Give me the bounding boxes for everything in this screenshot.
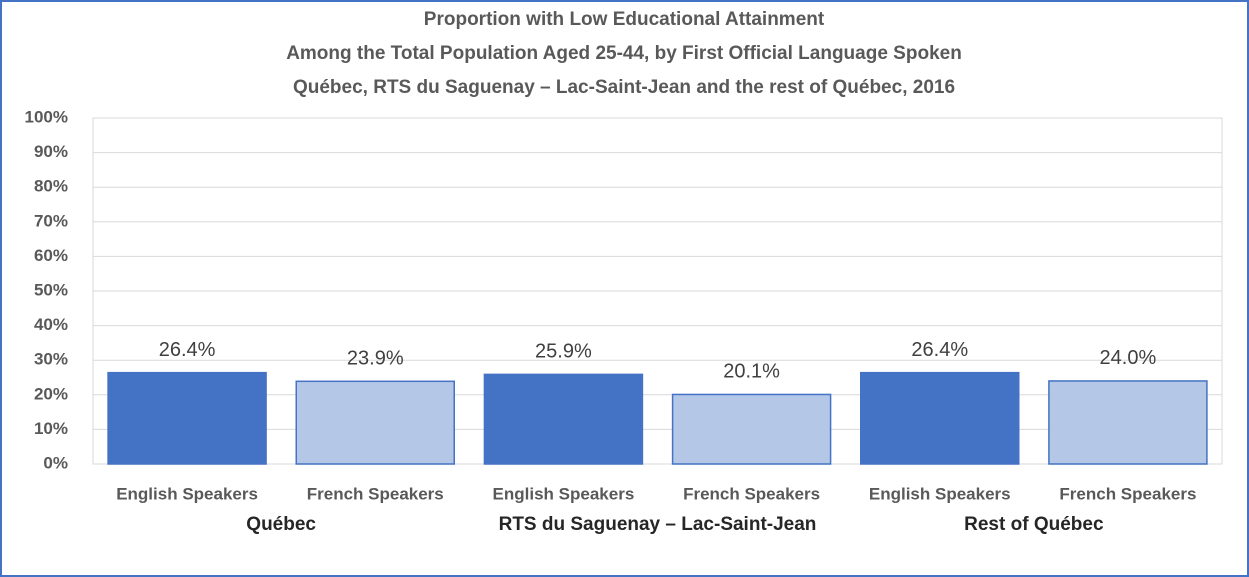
value-label: 24.0%	[1100, 347, 1157, 369]
x-tick-label: English Speakers	[493, 484, 635, 503]
bar	[671, 393, 832, 465]
x-tick-label: French Speakers	[1059, 484, 1196, 503]
group-label: Québec	[246, 514, 316, 535]
bar	[483, 373, 644, 465]
x-tick-label: French Speakers	[307, 484, 444, 503]
x-tick-label: English Speakers	[116, 484, 258, 503]
y-tick-label: 0%	[43, 453, 68, 472]
y-tick-label: 30%	[34, 350, 68, 369]
y-tick-label: 80%	[34, 177, 68, 196]
y-tick-label: 10%	[34, 419, 68, 438]
bar	[860, 371, 1020, 465]
value-label: 26.4%	[159, 339, 216, 361]
y-tick-label: 70%	[34, 211, 68, 230]
y-tick-label: 100%	[25, 107, 68, 126]
x-tick-label: French Speakers	[683, 484, 820, 503]
y-tick-label: 50%	[34, 280, 68, 299]
value-label: 20.1%	[723, 361, 780, 383]
value-label: 26.4%	[911, 339, 968, 361]
value-label: 23.9%	[347, 348, 404, 370]
y-tick-label: 20%	[34, 384, 68, 403]
chart-title: Among the Total Population Aged 25-44, b…	[286, 43, 962, 64]
bar	[1048, 380, 1208, 465]
group-label: RTS du Saguenay – Lac-Saint-Jean	[498, 514, 817, 535]
bar	[107, 371, 267, 465]
chart-title: Proportion with Low Educational Attainme…	[424, 9, 825, 30]
y-tick-label: 90%	[34, 142, 68, 161]
value-label: 25.9%	[535, 341, 592, 363]
y-tick-label: 40%	[34, 315, 68, 334]
group-label: Rest of Québec	[964, 514, 1104, 535]
bar	[295, 380, 455, 465]
chart-title: Québec, RTS du Saguenay – Lac-Saint-Jean…	[293, 77, 955, 98]
x-tick-label: English Speakers	[869, 484, 1011, 503]
y-tick-label: 60%	[34, 246, 68, 265]
